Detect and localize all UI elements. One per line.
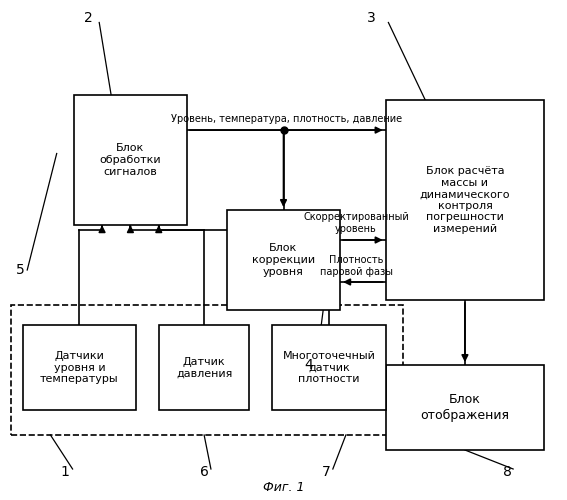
Text: Многоточечный
датчик
плотности: Многоточечный датчик плотности bbox=[282, 351, 375, 384]
Bar bbox=[11, 305, 403, 435]
Bar bbox=[386, 100, 544, 300]
Text: Блок
обработки
сигналов: Блок обработки сигналов bbox=[100, 144, 161, 176]
Bar bbox=[227, 210, 340, 310]
Text: Блок
коррекции
уровня: Блок коррекции уровня bbox=[252, 244, 315, 276]
Text: 1: 1 bbox=[61, 466, 70, 479]
Text: 4: 4 bbox=[304, 358, 314, 372]
Text: 6: 6 bbox=[200, 466, 209, 479]
Text: Плотность
паровой фазы: Плотность паровой фазы bbox=[320, 256, 392, 277]
Bar bbox=[272, 325, 386, 410]
Text: 3: 3 bbox=[367, 10, 376, 24]
Text: Датчик
давления: Датчик давления bbox=[176, 356, 232, 378]
Text: Скорректированный
уровень: Скорректированный уровень bbox=[303, 212, 409, 234]
Text: Блок расчёта
массы и
динамического
контроля
погрешности
измерений: Блок расчёта массы и динамического контр… bbox=[420, 166, 510, 234]
Text: Датчики
уровня и
температуры: Датчики уровня и температуры bbox=[40, 351, 119, 384]
Text: Фиг. 1: Фиг. 1 bbox=[263, 481, 304, 494]
Bar bbox=[23, 325, 136, 410]
Bar bbox=[386, 365, 544, 450]
Text: Уровень, температура, плотность, давление: Уровень, температура, плотность, давлени… bbox=[171, 114, 402, 124]
Text: 8: 8 bbox=[503, 466, 512, 479]
Text: Блок
отображения: Блок отображения bbox=[421, 394, 509, 421]
Text: 5: 5 bbox=[15, 263, 24, 277]
Text: 2: 2 bbox=[83, 10, 92, 24]
Bar bbox=[74, 95, 187, 225]
Bar bbox=[159, 325, 249, 410]
Text: 7: 7 bbox=[321, 466, 331, 479]
